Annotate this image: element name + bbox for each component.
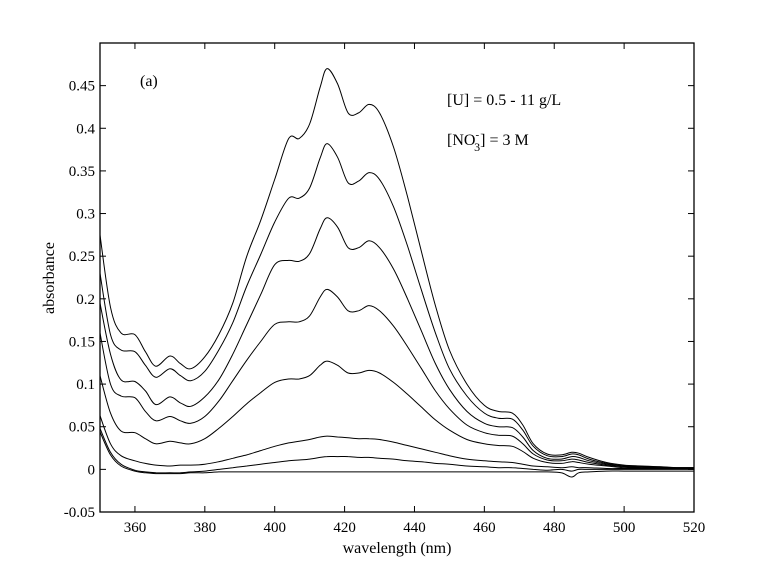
spectrum-line-2	[99, 143, 695, 469]
spectrum-line-3	[99, 217, 694, 469]
x-tick-label: 500	[613, 520, 636, 536]
x-tick-label: 400	[263, 520, 286, 536]
y-tick-label: 0.15	[69, 334, 95, 350]
y-tick-label: 0	[88, 462, 96, 478]
y-tick-label: 0.3	[76, 207, 95, 223]
nitrate-concentration-annotation: [NO-3] = 3 M	[447, 129, 529, 154]
y-tick-label: 0.35	[69, 164, 95, 180]
x-axis-label: wavelength (nm)	[343, 540, 452, 557]
x-tick-label: 360	[124, 520, 147, 536]
spectrum-line-7	[99, 428, 694, 474]
y-tick-label: 0.05	[69, 420, 95, 436]
spectrum-line-6	[99, 415, 694, 470]
y-tick-label: 0.45	[69, 79, 95, 95]
y-axis-label: absorbance	[41, 242, 58, 314]
y-tick-label: 0.25	[69, 249, 95, 265]
y-tick-label: 0.2	[76, 292, 95, 308]
x-tick-label: 420	[333, 520, 356, 536]
plot-frame	[99, 42, 695, 513]
x-tick-label: 480	[543, 520, 566, 536]
x-tick-label: 520	[683, 520, 706, 536]
nitrate-subscript: 3	[474, 140, 480, 154]
y-tick-label: -0.05	[64, 505, 95, 521]
y-tick-label: 0.1	[76, 377, 95, 393]
x-tick-label: 440	[403, 520, 426, 536]
spectrum-line-8	[99, 431, 694, 478]
x-tick-label: 380	[194, 520, 217, 536]
nitrate-prefix: [NO	[447, 132, 475, 149]
x-tick-label: 460	[473, 520, 496, 536]
y-axis-ticks: -0.05 0 0.05 0.1 0.15 0.2 0.25 0.3 0.35 0.4 0.45	[64, 79, 694, 521]
panel-label: (a)	[140, 73, 158, 90]
spectrum-curves	[99, 68, 695, 478]
nitrate-suffix: ] = 3 M	[480, 132, 529, 149]
spectrum-line-5	[99, 360, 695, 470]
uranium-concentration-annotation: [U] = 0.5 - 11 g/L	[447, 92, 561, 109]
nitrate-superscript: -	[475, 129, 479, 141]
y-tick-label: 0.4	[76, 121, 95, 137]
spectrum-line-4	[99, 288, 694, 469]
x-axis-ticks: 360 380 400 420 440 460 480 500 520	[124, 43, 706, 536]
spectrum-line-1	[99, 68, 695, 469]
